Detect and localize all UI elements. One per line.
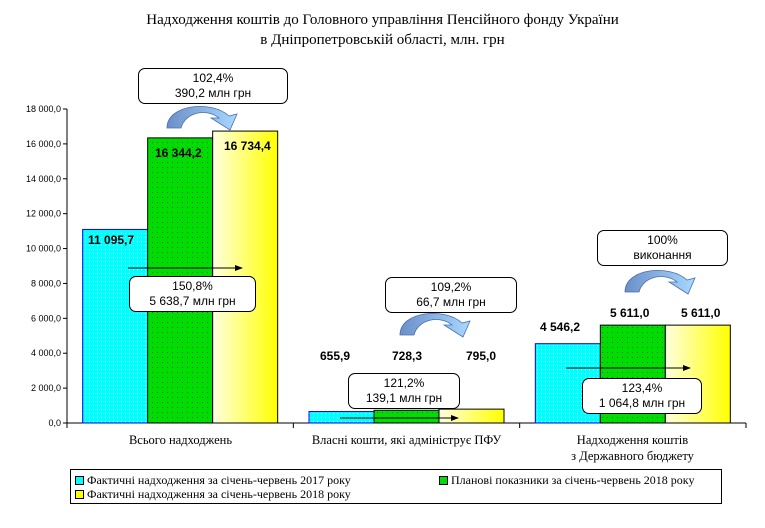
bar-0-0 <box>82 228 149 424</box>
category-label-2: Надходження коштів з Державного бюджету <box>519 432 746 464</box>
data-label: 16 734,4 <box>224 139 271 153</box>
annotation-3-line1: 121,2% <box>383 376 425 390</box>
chart-title: Надходження коштів до Головного управлін… <box>0 10 765 50</box>
legend-label-2: Фактичні надходження за січень-червень 2… <box>87 487 351 501</box>
y-tick-label: 0,0 <box>48 418 61 428</box>
annotation-2-line2: 66,7 млн грн <box>416 295 486 309</box>
y-tick-label: 2 000,0 <box>31 383 61 393</box>
y-tick-label: 8 000,0 <box>31 278 61 288</box>
annotation-5-line1: 123,4% <box>621 381 663 395</box>
y-tick-label: 4 000,0 <box>31 348 61 358</box>
data-label: 4 546,2 <box>540 320 580 334</box>
y-tick-label: 10 000,0 <box>26 244 61 254</box>
annotation-2-line1: 109,2% <box>430 280 472 294</box>
annotation-4-line1: 100% <box>647 233 678 247</box>
annotation-0-line2: 390,2 млн грн <box>174 86 252 100</box>
category-label-2-line1: Надходження коштів <box>576 433 689 447</box>
annotation-1-line1: 150,8% <box>172 279 213 293</box>
data-label: 5 611,0 <box>681 306 721 320</box>
curved-arrow-icon <box>624 270 696 295</box>
y-tick-label: 6 000,0 <box>31 313 61 323</box>
title-line-2: в Дніпропетровській області, млн. грн <box>260 32 505 48</box>
legend-item-1: Планові показники за січень-червень 2018… <box>439 473 694 488</box>
legend-swatch-green <box>439 476 448 485</box>
annotation-1-line2: 5 638,7 млн грн <box>149 294 236 308</box>
y-tick-label: 14 000,0 <box>26 174 61 184</box>
legend-item-0: Фактичні надходження за січень-червень 2… <box>75 473 351 488</box>
annotation-callout-4: 100% виконання <box>597 230 728 266</box>
category-label-0: Всього надходжень <box>128 433 233 447</box>
legend-label-1: Планові показники за січень-червень 2018… <box>451 473 695 487</box>
legend-label-0: Фактичні надходження за січень-червень 2… <box>87 473 351 487</box>
annotation-4-line2: виконання <box>633 248 692 262</box>
bar-1-1 <box>373 409 440 424</box>
y-tick-label: 18 000,0 <box>26 104 61 114</box>
y-tick-label: 12 000,0 <box>26 209 61 219</box>
annotation-callout-5: 123,4% 1 064,8 млн грн <box>582 378 702 414</box>
annotation-3-line2: 139,1 млн грн <box>365 391 443 405</box>
annotation-callout-0: 102,4% 390,2 млн грн <box>138 68 288 104</box>
data-label: 655,9 <box>320 349 350 363</box>
legend: Фактичні надходження за січень-червень 2… <box>70 469 722 504</box>
bar-1-0 <box>308 411 375 424</box>
data-label: 795,0 <box>466 349 496 363</box>
data-label: 16 344,2 <box>155 146 202 160</box>
data-label: 5 611,0 <box>610 306 650 320</box>
bar-1-2 <box>438 408 505 424</box>
curved-arrow-icon <box>399 313 471 338</box>
legend-swatch-yellow <box>75 490 84 499</box>
legend-swatch-cyan <box>75 476 84 485</box>
category-label-1: Власні кошти, які адмініструє ПФУ <box>311 433 502 447</box>
data-label: 11 095,7 <box>88 233 134 247</box>
curved-arrow-icon <box>166 106 238 131</box>
title-line-1: Надходження коштів до Головного управлін… <box>146 12 619 28</box>
annotation-callout-2: 109,2% 66,7 млн грн <box>385 277 517 313</box>
annotation-callout-1: 150,8% 5 638,7 млн грн <box>129 276 256 312</box>
annotation-5-line2: 1 064,8 млн грн <box>598 396 686 410</box>
data-label: 728,3 <box>392 349 422 363</box>
legend-item-2: Фактичні надходження за січень-червень 2… <box>75 487 351 502</box>
annotation-callout-3: 121,2% 139,1 млн грн <box>348 373 460 409</box>
y-tick-label: 16 000,0 <box>26 139 61 149</box>
annotation-0-line1: 102,4% <box>192 71 234 85</box>
category-label-2-line2: з Державного бюджету <box>571 449 694 463</box>
